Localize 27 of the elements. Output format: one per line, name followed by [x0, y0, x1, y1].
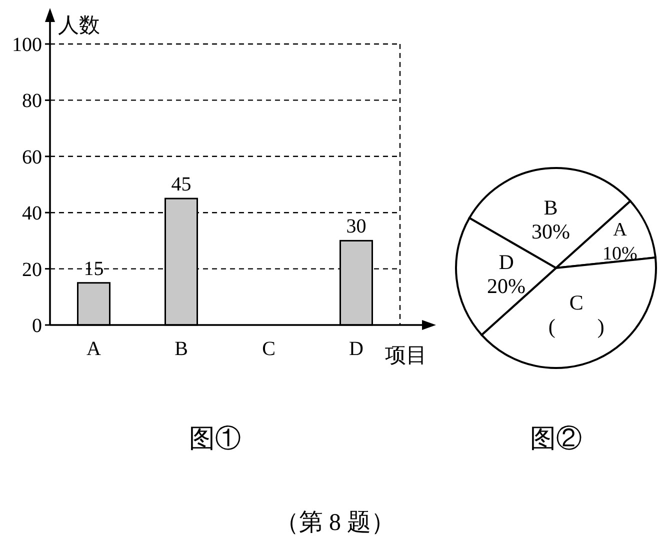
y-tick-label: 80 — [22, 90, 42, 112]
data-label: 30 — [346, 216, 366, 238]
x-tick-label: C — [262, 338, 276, 360]
text: 图② — [530, 424, 582, 453]
data-label: 20% — [487, 274, 526, 298]
y-tick-label: 60 — [22, 146, 42, 168]
bar — [77, 282, 110, 326]
y-tick-label: 20 — [22, 258, 42, 281]
y-tick-label: 0 — [32, 315, 42, 337]
data-label: 30% — [532, 219, 570, 244]
y-tick-label: 100 — [12, 34, 42, 56]
x-tick-label: B — [174, 338, 188, 360]
x-tick-label: A — [86, 338, 102, 360]
data-label: ( ) — [548, 314, 604, 339]
y-axis-title: 人数 — [58, 13, 100, 37]
data-label: 10% — [602, 244, 638, 265]
slice-label: C — [569, 290, 584, 315]
x-tick-label: D — [349, 338, 364, 360]
text: 图① — [189, 424, 241, 453]
slice-label: B — [544, 195, 558, 220]
y-tick-label: 40 — [22, 202, 42, 225]
data-label: 45 — [171, 174, 192, 196]
x-axis-title: 项目 — [385, 343, 427, 367]
slice-label: D — [498, 250, 514, 274]
text: （第 8 题） — [275, 510, 395, 536]
slice-label: A — [613, 220, 628, 241]
data-label: 15 — [84, 258, 104, 280]
